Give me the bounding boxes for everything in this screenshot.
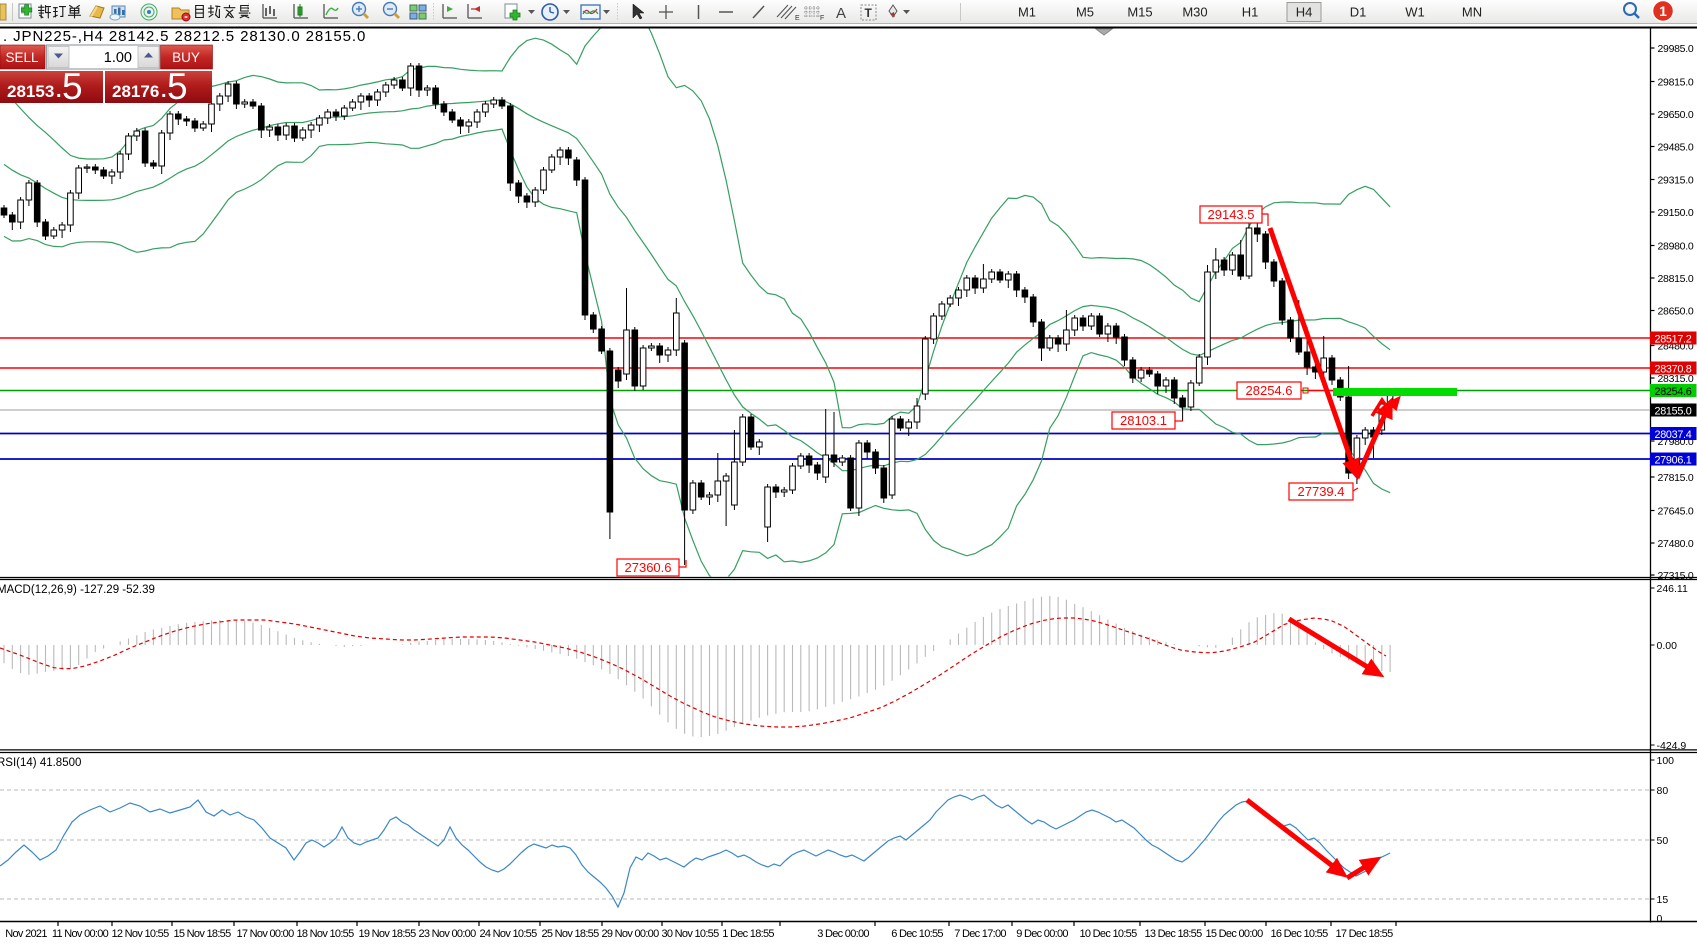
svg-text:23 Nov 00:00: 23 Nov 00:00 — [418, 928, 476, 940]
svg-text:28037.4: 28037.4 — [1655, 429, 1692, 441]
svg-text:28155.0: 28155.0 — [1655, 406, 1692, 418]
svg-text:1.00: 1.00 — [104, 50, 132, 66]
svg-text:27360.6: 27360.6 — [625, 560, 672, 575]
svg-text:15 Nov 18:55: 15 Nov 18:55 — [173, 928, 231, 940]
svg-text:A: A — [836, 5, 846, 22]
svg-text:BUY: BUY — [172, 50, 200, 65]
svg-text:1: 1 — [1659, 3, 1667, 19]
svg-text:RSI(14) 41.8500: RSI(14) 41.8500 — [0, 757, 81, 769]
svg-text:W1: W1 — [1405, 5, 1425, 20]
svg-text:H4: H4 — [1296, 5, 1313, 20]
svg-text:10 Dec 10:55: 10 Dec 10:55 — [1079, 928, 1137, 940]
svg-text:18 Nov 10:55: 18 Nov 10:55 — [296, 928, 354, 940]
svg-text:24 Nov 10:55: 24 Nov 10:55 — [479, 928, 537, 940]
svg-text:28254.6: 28254.6 — [1655, 386, 1692, 398]
svg-text:17 Nov 00:00: 17 Nov 00:00 — [236, 928, 294, 940]
svg-text:25 Nov 18:55: 25 Nov 18:55 — [541, 928, 599, 940]
svg-text:3 Dec 00:00: 3 Dec 00:00 — [817, 928, 869, 940]
svg-text:17 Dec 18:55: 17 Dec 18:55 — [1335, 928, 1393, 940]
svg-text:100: 100 — [1657, 755, 1675, 767]
svg-text:28254.6: 28254.6 — [1246, 383, 1293, 398]
svg-text:28517.2: 28517.2 — [1655, 334, 1692, 346]
svg-text:29150.0: 29150.0 — [1658, 207, 1694, 219]
svg-text:E: E — [795, 15, 800, 22]
svg-text:28370.8: 28370.8 — [1655, 364, 1692, 376]
svg-text:5: 5 — [167, 66, 188, 107]
svg-text:H1: H1 — [1242, 5, 1259, 20]
svg-text:M5: M5 — [1076, 5, 1094, 20]
svg-text:D1: D1 — [1350, 5, 1367, 20]
svg-text:1 Dec 18:55: 1 Dec 18:55 — [722, 928, 774, 940]
svg-text:6 Dec 10:55: 6 Dec 10:55 — [891, 928, 943, 940]
svg-text:M1: M1 — [1018, 5, 1036, 20]
svg-text:.: . — [161, 80, 167, 102]
svg-text:30 Nov 10:55: 30 Nov 10:55 — [661, 928, 719, 940]
svg-text:0: 0 — [1657, 913, 1663, 925]
svg-text:15 Dec 00:00: 15 Dec 00:00 — [1205, 928, 1263, 940]
svg-text:5: 5 — [62, 66, 83, 107]
svg-text:Nov 2021: Nov 2021 — [5, 928, 47, 940]
svg-text:27906.1: 27906.1 — [1655, 455, 1692, 467]
svg-text:29143.5: 29143.5 — [1208, 207, 1255, 222]
svg-text:28980.0: 28980.0 — [1658, 241, 1694, 253]
svg-text:28103.1: 28103.1 — [1120, 413, 1167, 428]
svg-text:27480.0: 27480.0 — [1658, 538, 1694, 550]
svg-text:28315.0: 28315.0 — [1658, 373, 1694, 385]
svg-text:50: 50 — [1657, 835, 1669, 847]
svg-text:28153: 28153 — [7, 82, 54, 101]
svg-text:-424.9: -424.9 — [1657, 740, 1687, 752]
svg-text:27645.0: 27645.0 — [1658, 506, 1694, 518]
svg-text:SELL: SELL — [5, 50, 39, 65]
svg-text:M30: M30 — [1182, 5, 1207, 20]
svg-text:12 Nov 10:55: 12 Nov 10:55 — [111, 928, 169, 940]
svg-text:.: . — [56, 80, 62, 102]
svg-text:T: T — [865, 6, 873, 20]
svg-text:. JPN225-,H4 28142.5 28212.5: . JPN225-,H4 28142.5 28212.5 28130.0 281… — [3, 28, 366, 45]
svg-text:MN: MN — [1462, 5, 1482, 20]
svg-text:29 Nov 00:00: 29 Nov 00:00 — [601, 928, 659, 940]
svg-text:9 Dec 00:00: 9 Dec 00:00 — [1016, 928, 1068, 940]
svg-text:0.00: 0.00 — [1657, 640, 1678, 652]
svg-text:29650.0: 29650.0 — [1658, 109, 1694, 121]
svg-text:29815.0: 29815.0 — [1658, 77, 1694, 89]
svg-text:29485.0: 29485.0 — [1658, 142, 1694, 154]
svg-text:80: 80 — [1657, 785, 1669, 797]
svg-text:28815.0: 28815.0 — [1658, 273, 1694, 285]
svg-text:M15: M15 — [1127, 5, 1152, 20]
svg-text:27739.4: 27739.4 — [1298, 484, 1345, 499]
svg-text:27815.0: 27815.0 — [1658, 472, 1694, 484]
svg-text:15: 15 — [1657, 894, 1669, 906]
svg-text:27315.0: 27315.0 — [1658, 570, 1694, 582]
svg-text:7 Dec 17:00: 7 Dec 17:00 — [954, 928, 1006, 940]
svg-text:16 Dec 10:55: 16 Dec 10:55 — [1270, 928, 1328, 940]
svg-text:19 Nov 18:55: 19 Nov 18:55 — [358, 928, 416, 940]
svg-text:F: F — [820, 15, 824, 22]
svg-text:MACD(12,26,9) -127.29 -52.39: MACD(12,26,9) -127.29 -52.39 — [0, 584, 155, 596]
svg-text:29315.0: 29315.0 — [1658, 175, 1694, 187]
svg-text:28650.0: 28650.0 — [1658, 306, 1694, 318]
svg-text:28176: 28176 — [112, 82, 159, 101]
svg-text:11 Nov 00:00: 11 Nov 00:00 — [52, 928, 109, 940]
svg-text:13 Dec 18:55: 13 Dec 18:55 — [1144, 928, 1202, 940]
svg-text:29985.0: 29985.0 — [1658, 43, 1694, 55]
svg-text:246.11: 246.11 — [1657, 583, 1688, 595]
